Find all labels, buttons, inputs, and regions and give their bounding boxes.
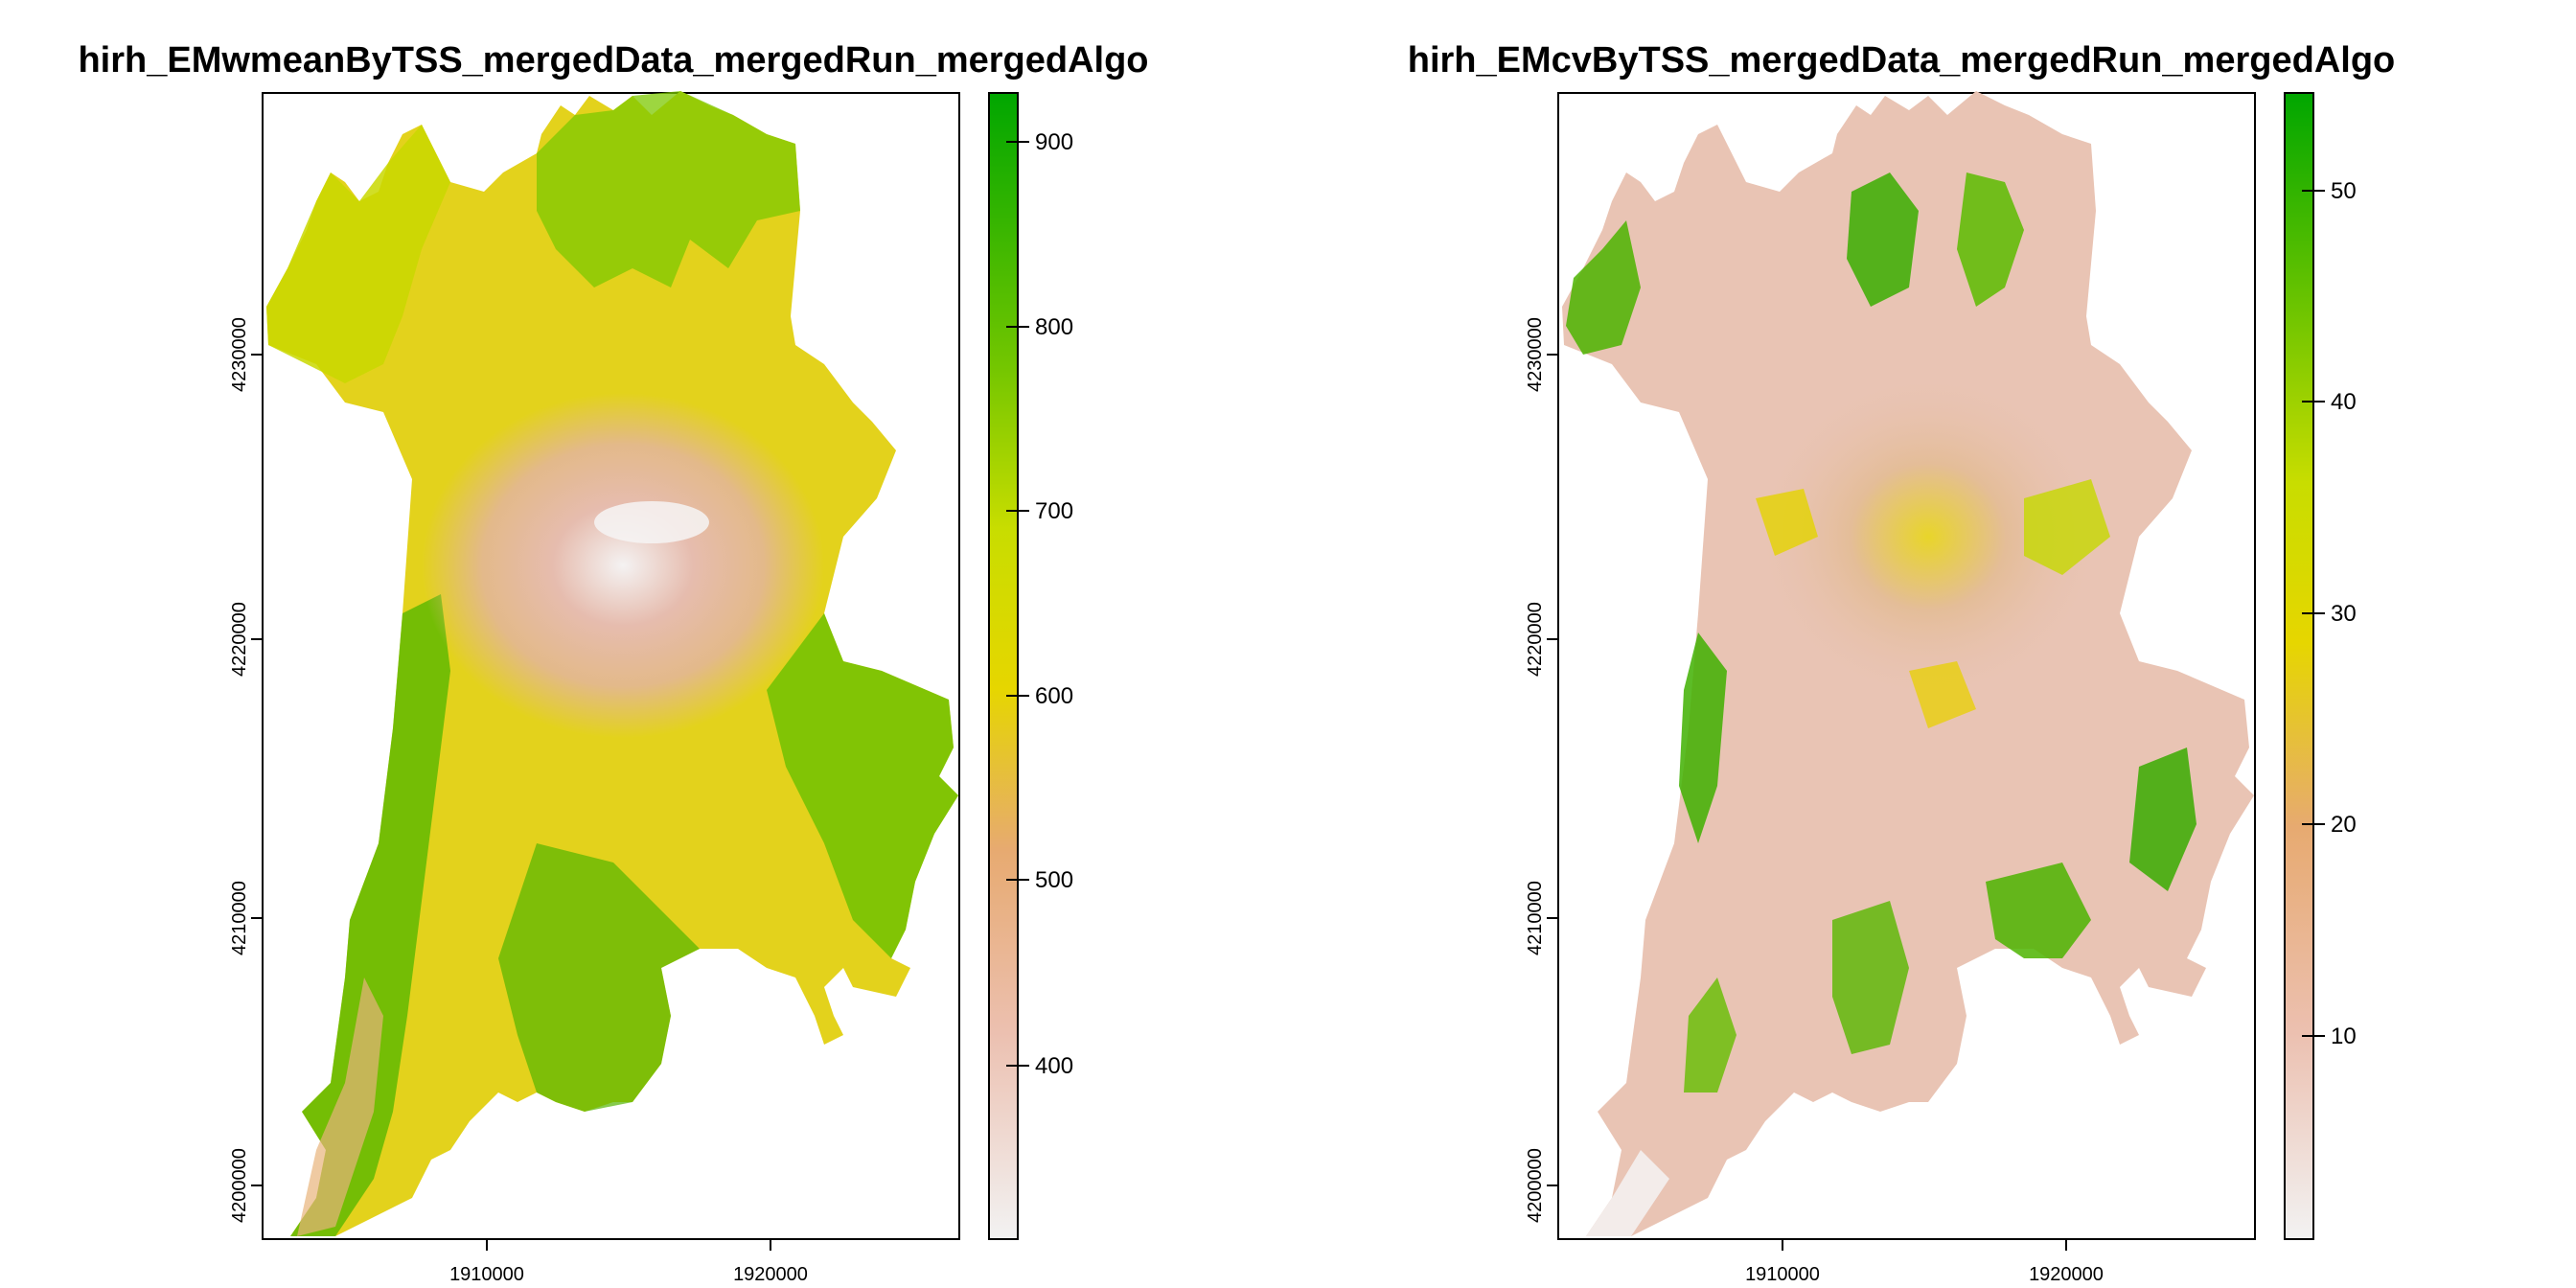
patch-southeast <box>1986 862 2091 958</box>
patch-north <box>1847 172 1919 307</box>
x-tick-label: 1910000 <box>1745 1264 1820 1285</box>
patch-east <box>2129 748 2196 891</box>
legend-tick-label: 30 <box>2331 601 2357 627</box>
patch-yellow-2 <box>2024 479 2110 575</box>
patch-north-2 <box>1957 172 2024 307</box>
legend-colorbar <box>988 92 1019 1240</box>
legend-tick-label: 20 <box>2331 812 2357 838</box>
legend-tick-label: 50 <box>2331 178 2357 204</box>
region-east-green <box>767 613 958 958</box>
y-tick-label: 4200000 <box>1525 1148 1546 1223</box>
y-axis <box>1547 354 1558 1186</box>
legend-colorbar <box>2284 92 2314 1240</box>
legend-tick-label: 700 <box>1035 498 1073 524</box>
patch-south-2 <box>1684 978 1736 1092</box>
y-tick-label: 4230000 <box>1525 317 1546 392</box>
map-title: hirh_EMwmeanByTSS_mergedData_mergedRun_m… <box>78 40 1149 80</box>
map-title: hirh_EMcvByTSS_mergedData_mergedRun_merg… <box>1407 40 2396 80</box>
plot-frame <box>1557 92 2256 1240</box>
plot-frame <box>262 92 960 1240</box>
map-panel-wmean: hirh_EMwmeanByTSS_mergedData_mergedRun_m… <box>78 40 1149 1285</box>
region-north-green <box>537 91 800 288</box>
legend-tick-label: 600 <box>1035 683 1073 709</box>
central-min <box>594 501 709 543</box>
x-axis <box>486 1239 771 1251</box>
y-tick-label: 4220000 <box>1525 602 1546 677</box>
patch-northwest <box>1566 220 1641 355</box>
patch-pale-southwest <box>1586 1150 1669 1236</box>
legend-tick-label: 400 <box>1035 1053 1073 1079</box>
y-tick-label: 4200000 <box>229 1148 250 1223</box>
x-tick-label: 1910000 <box>449 1264 524 1285</box>
patch-south <box>1832 901 1909 1054</box>
legend-tick-label: 800 <box>1035 314 1073 340</box>
legend-tick-label: 900 <box>1035 129 1073 155</box>
patch-yellow-1 <box>1756 489 1818 556</box>
legend-tick-label: 10 <box>2331 1024 2357 1049</box>
y-axis <box>251 354 263 1186</box>
map-plot: 1910000 1920000 4200000 4210000 4220000 … <box>229 91 1073 1285</box>
map-raster <box>266 91 958 1236</box>
y-tick-label: 4210000 <box>1525 881 1546 955</box>
x-tick-label: 1920000 <box>733 1264 808 1285</box>
legend-ticks <box>2302 190 2325 1037</box>
central-low-zone <box>422 393 824 738</box>
patch-yellow-3 <box>1909 661 1976 728</box>
x-axis <box>1782 1239 2067 1251</box>
y-tick-label: 4220000 <box>229 602 250 677</box>
y-tick-label: 4210000 <box>229 881 250 955</box>
map-panel-cv: hirh_EMcvByTSS_mergedData_mergedRun_merg… <box>1288 0 2576 1288</box>
legend-tick-label: 500 <box>1035 867 1073 893</box>
region-south-green <box>498 843 700 1112</box>
central-yellow-zone <box>1756 374 2101 700</box>
legend-ticks <box>1006 141 1029 1067</box>
map-plot: 1910000 1920000 4200000 4210000 4220000 … <box>1525 91 2357 1285</box>
x-tick-label: 1920000 <box>2029 1264 2104 1285</box>
patch-west <box>1679 632 1727 843</box>
region-west-green <box>290 594 450 1236</box>
map-raster <box>1562 91 2254 1236</box>
region-northwest <box>266 125 450 383</box>
y-tick-label: 4230000 <box>229 317 250 392</box>
southwest-tail <box>297 978 383 1236</box>
legend-tick-label: 40 <box>2331 389 2357 415</box>
